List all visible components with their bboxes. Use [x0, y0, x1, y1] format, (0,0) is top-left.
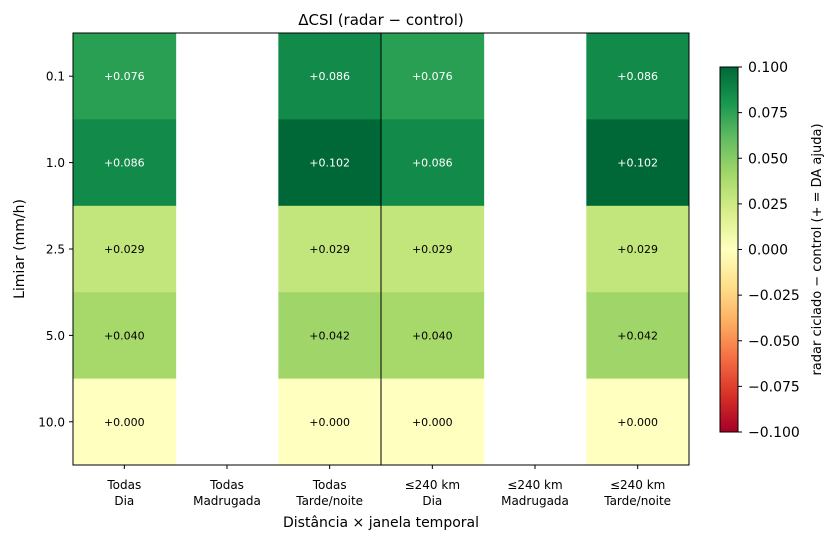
heatmap-cell — [278, 292, 382, 380]
heatmap-cell — [381, 33, 485, 120]
y-tick-label: 10.0 — [38, 415, 65, 429]
heatmap-cell — [586, 205, 690, 293]
cell-value-label: +0.000 — [412, 416, 453, 429]
cell-value-label: +0.102 — [309, 157, 350, 170]
heatmap-cell — [73, 33, 177, 120]
colorbar-tick-label: 0.000 — [748, 243, 788, 259]
cell-value-label: +0.029 — [104, 243, 145, 256]
cell-value-label: +0.076 — [412, 70, 453, 83]
y-axis-label: Limiar (mm/h) — [12, 199, 28, 299]
x-tick-label-line2: Tarde/noite — [603, 494, 671, 508]
cell-value-label: +0.029 — [617, 243, 658, 256]
x-tick-label-line1: Todas — [209, 478, 244, 492]
heatmap-cell — [278, 378, 382, 466]
cell-value-label: +0.029 — [309, 243, 350, 256]
cell-value-label: +0.029 — [412, 243, 453, 256]
cell-value-label: +0.102 — [617, 157, 658, 170]
colorbar-tick-label: 0.075 — [748, 106, 788, 122]
x-tick-label-line1: ≤240 km — [405, 478, 460, 492]
colorbar-tick-label: −0.025 — [748, 288, 800, 304]
x-tick-label-line2: Dia — [114, 494, 134, 508]
x-tick-label-line2: Dia — [422, 494, 442, 508]
heatmap-cell — [381, 205, 485, 293]
heatmap-cell — [278, 33, 382, 120]
heatmap-cell — [278, 205, 382, 293]
heatmap-cell — [586, 33, 690, 120]
heatmap-cell — [73, 292, 177, 380]
y-tick-label: 1.0 — [46, 156, 65, 170]
cell-value-label: +0.086 — [412, 157, 453, 170]
cell-labels: +0.076 +0.086 +0.076 +0.086 +0.086 +0.102 +0.0… — [104, 70, 658, 429]
colorbar-tick-label: 0.100 — [748, 60, 788, 76]
heatmap-cell — [381, 292, 485, 380]
y-tick-label: 0.1 — [46, 70, 65, 84]
colorbar-gradient — [719, 66, 739, 433]
colorbar-tick-label: −0.075 — [748, 379, 800, 395]
x-tick-label-line1: Todas — [106, 478, 141, 492]
heatmap-cell — [381, 378, 485, 466]
chart-title: ΔCSI (radar − control) — [298, 11, 464, 29]
y-axis: 0.1 1.0 2.5 5.0 10.0 — [38, 70, 73, 429]
colorbar-tick-label: 0.050 — [748, 151, 788, 167]
cell-value-label: +0.040 — [104, 329, 145, 342]
x-tick-label-line1: ≤240 km — [610, 478, 665, 492]
heatmap-cell — [586, 292, 690, 380]
heatmap-cell — [73, 378, 177, 466]
colorbar-tick-label: −0.100 — [748, 425, 800, 441]
cell-value-label: +0.040 — [412, 329, 453, 342]
colorbar-label: radar ciclado − control (+ = DA ajuda) — [810, 123, 825, 375]
heatmap-cell — [278, 119, 382, 207]
heatmap-cell — [73, 205, 177, 293]
x-tick-label-line1: Todas — [312, 478, 347, 492]
heatmap-cell — [586, 378, 690, 466]
x-axis-label: Distância × janela temporal — [283, 515, 479, 531]
x-axis: Todas Dia Todas Madrugada Todas Tarde/noite ≤2… — [106, 465, 671, 508]
cell-value-label: +0.000 — [104, 416, 145, 429]
cell-value-label: +0.042 — [617, 329, 658, 342]
colorbar-tick-label: −0.050 — [748, 334, 800, 350]
x-tick-label-line2: Madrugada — [193, 494, 261, 508]
cell-value-label: +0.000 — [309, 416, 350, 429]
cell-value-label: +0.086 — [104, 157, 145, 170]
cell-value-label: +0.042 — [309, 329, 350, 342]
y-tick-label: 2.5 — [46, 243, 65, 257]
cell-value-label: +0.086 — [309, 70, 350, 83]
cell-value-label: +0.086 — [617, 70, 658, 83]
heatmap-cell — [586, 119, 690, 207]
cell-value-label: +0.076 — [104, 70, 145, 83]
cell-value-label: +0.000 — [617, 416, 658, 429]
heatmap-cell — [73, 119, 177, 207]
y-tick-label: 5.0 — [46, 329, 65, 343]
x-tick-label-line2: Tarde/noite — [295, 494, 363, 508]
heatmap-cells — [73, 33, 690, 466]
x-tick-label-line2: Madrugada — [501, 494, 569, 508]
heatmap-cell — [381, 119, 485, 207]
colorbar-axis: 0.100 0.075 0.050 0.025 0.000 −0.025 −0.050 −0.… — [738, 60, 800, 441]
x-tick-label-line1: ≤240 km — [507, 478, 562, 492]
colorbar-tick-label: 0.025 — [748, 197, 788, 213]
